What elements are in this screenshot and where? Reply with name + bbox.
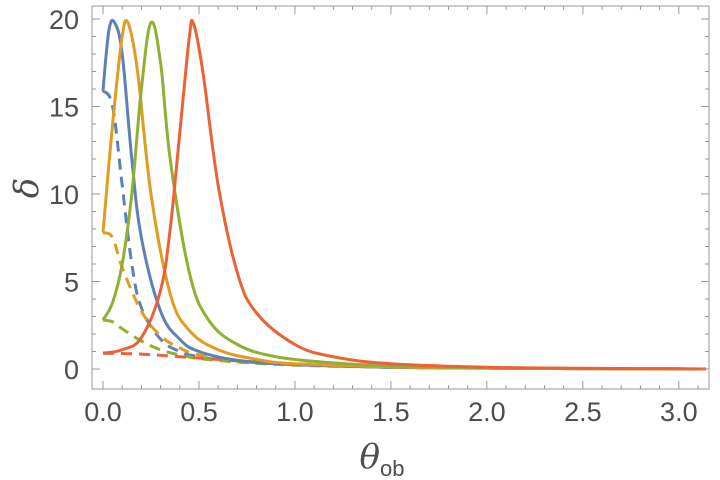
series-line-3-solid — [101, 18, 707, 371]
x-axis-symbol: θ — [360, 437, 380, 477]
x-tick-label: 3.0 — [660, 397, 698, 427]
ticks-layer — [92, 6, 709, 389]
series-line-7-solid — [102, 18, 707, 371]
x-tick-labels: 0.0 0.5 1.0 1.5 2.0 2.5 3.0 — [84, 397, 697, 427]
series-line-1-solid — [101, 18, 707, 371]
y-tick-label: 10 — [49, 180, 79, 210]
x-axis-subscript: ob — [380, 456, 404, 480]
x-tick-label: 0.0 — [84, 397, 122, 427]
y-axis-label: δ — [7, 178, 47, 198]
x-tick-label: 2.0 — [468, 397, 506, 427]
series-line-2-dashed — [101, 89, 707, 371]
y-tick-label: 20 — [49, 5, 79, 35]
y-tick-label: 5 — [64, 268, 79, 298]
x-tick-label: 2.5 — [564, 397, 602, 427]
plot-frame — [91, 5, 710, 390]
x-axis-label: θob — [360, 437, 405, 480]
y-tick-label: 15 — [49, 93, 79, 123]
x-tick-label: 1.0 — [276, 397, 314, 427]
y-tick-label: 0 — [64, 355, 79, 385]
y-tick-labels: 0 5 10 15 20 — [49, 5, 79, 385]
x-tick-label: 0.5 — [180, 397, 218, 427]
series-line-6-dashed — [102, 318, 707, 371]
series-layer — [101, 18, 707, 371]
series-line-5-solid — [101, 20, 707, 371]
x-tick-label: 1.5 — [372, 397, 410, 427]
